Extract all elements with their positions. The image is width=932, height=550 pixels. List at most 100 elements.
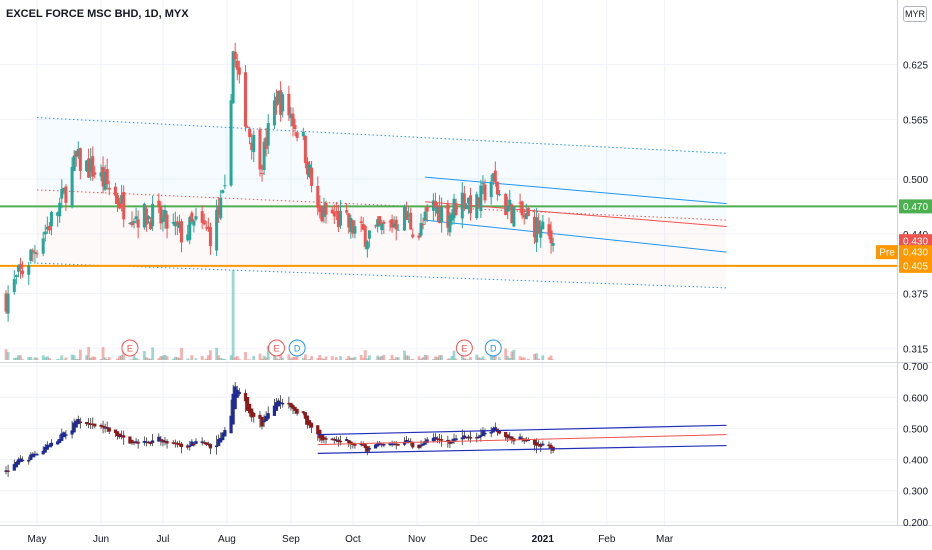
lower-candle-body — [396, 444, 400, 446]
volume-bar — [70, 354, 74, 360]
volume-bar — [101, 347, 105, 360]
lower-candle-body — [305, 415, 310, 425]
volume-bar — [380, 356, 384, 360]
lower-candle-body — [316, 425, 320, 435]
price-label-text: 0.430 — [903, 248, 928, 259]
lower-candle-body — [237, 391, 241, 394]
lower-channel-lower — [317, 444, 727, 454]
volume-bar — [118, 356, 121, 360]
candle-body — [392, 223, 396, 228]
lower-candle-body — [462, 435, 466, 439]
lower-candle-body — [56, 441, 60, 445]
lower-candle-body — [186, 445, 190, 448]
candle-body — [281, 94, 285, 112]
volume-bar — [388, 359, 392, 360]
candle-body — [493, 170, 497, 183]
lower-candle-body — [72, 422, 76, 433]
volume-bar — [130, 359, 134, 360]
candle-body — [423, 211, 427, 221]
event-marker-label: D — [490, 344, 497, 354]
lower-candle-body — [303, 412, 307, 419]
volume-bar — [120, 355, 124, 360]
candle-body — [74, 150, 78, 157]
lower-candle-body — [382, 444, 386, 446]
lower-candle-body — [353, 444, 357, 446]
candle-body — [62, 187, 66, 192]
candle-body — [27, 265, 31, 275]
candle-body — [351, 220, 355, 234]
lower-candle-body — [130, 439, 134, 443]
candle-body — [78, 148, 82, 171]
candle-body — [235, 60, 239, 70]
lower-candle-body — [29, 454, 33, 460]
volume-bar — [345, 358, 349, 360]
y-tick-label-lower: 0.600 — [903, 393, 928, 404]
y-tick-label-lower: 0.300 — [903, 487, 928, 498]
lower-candle-body — [330, 438, 334, 441]
volume-bar — [477, 357, 481, 360]
lower-candle-body — [380, 443, 384, 446]
currency-button[interactable]: MYR — [903, 6, 927, 22]
volume-bar — [29, 357, 33, 360]
lower-candle-body — [223, 430, 227, 437]
candle-body — [308, 164, 312, 177]
candle-body — [163, 209, 167, 219]
event-marker-label: E — [273, 344, 279, 354]
volume-bar — [526, 358, 530, 360]
event-marker-circle — [121, 339, 139, 357]
lower-candle-body — [537, 444, 541, 446]
lower-candle-body — [233, 386, 237, 410]
lower-candle-body — [448, 440, 452, 444]
y-tick-label: 0.500 — [903, 175, 928, 186]
volume-bar — [434, 356, 437, 360]
candle-body — [118, 202, 122, 209]
lower-candle-body — [293, 406, 297, 411]
lower-candle-body — [113, 429, 118, 433]
volume-bar — [518, 356, 522, 360]
lower-candle-body — [539, 444, 543, 447]
volume-bar — [64, 357, 68, 360]
candle-body — [132, 221, 136, 224]
lower-candle-body — [468, 437, 473, 439]
candle-body — [93, 172, 97, 175]
lower-candle-body — [171, 442, 175, 444]
candle-body — [31, 250, 35, 252]
candle-body — [159, 206, 163, 224]
volume-bar — [72, 355, 76, 360]
candle-body — [310, 167, 314, 186]
candle-body — [497, 194, 501, 196]
price-label-box — [899, 258, 932, 273]
candle-body — [466, 197, 470, 204]
volume-bar — [409, 359, 413, 360]
volume-bar — [365, 358, 369, 360]
short-channel-upper — [425, 176, 727, 205]
volume-bar — [165, 356, 169, 360]
lower-candle-body — [388, 443, 392, 446]
volume-bar — [303, 354, 307, 360]
lower-candle-body — [204, 442, 208, 445]
lower-candle-body — [345, 439, 349, 441]
volume-bar — [462, 357, 466, 360]
volume-bar — [209, 350, 212, 360]
lower-candle-body — [276, 400, 281, 407]
x-tick-label: Aug — [218, 534, 236, 545]
price-label-box — [899, 234, 932, 249]
lower-candle-body — [452, 438, 456, 442]
volume-bar — [351, 357, 355, 360]
volume-bar — [301, 357, 305, 360]
event-marker-label: E — [461, 344, 467, 354]
volume-bar — [219, 358, 223, 360]
candle-body — [70, 166, 74, 206]
lower-candle-body — [493, 427, 497, 431]
price-label-0: 0.470 — [899, 199, 932, 214]
volume-bar — [157, 358, 161, 360]
price-label-3: 0.405 — [899, 258, 932, 273]
candle-body — [520, 201, 524, 216]
candle-body — [338, 210, 342, 226]
volume-bar — [318, 354, 322, 360]
candle-body — [407, 214, 411, 216]
volume-bar — [159, 356, 163, 360]
lower-candle-body — [464, 436, 469, 439]
lower-candle-body — [89, 423, 93, 425]
x-tick-label: Mar — [656, 534, 674, 545]
